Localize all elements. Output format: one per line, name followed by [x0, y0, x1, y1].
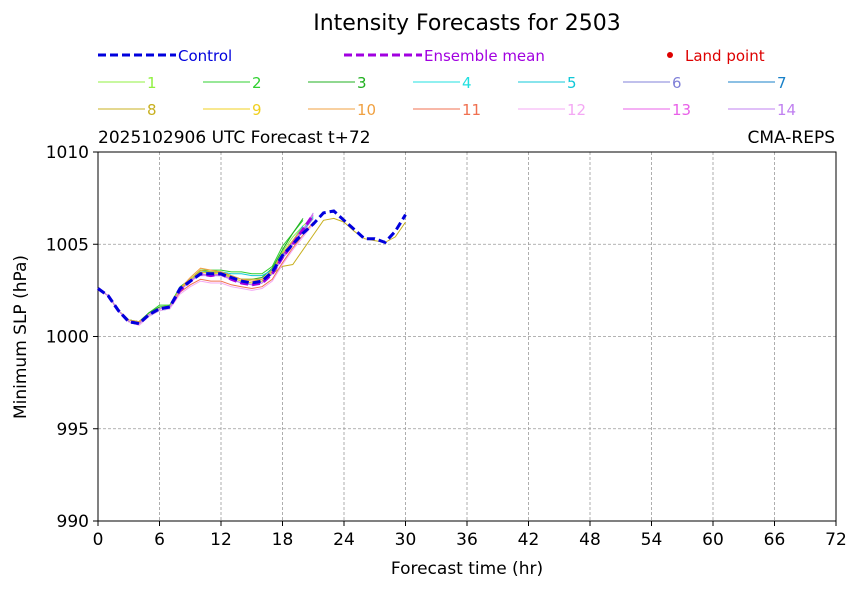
x-tick-label: 42 [518, 530, 540, 550]
x-tick-label: 66 [764, 530, 786, 550]
x-axis-label: Forecast time (hr) [391, 559, 543, 579]
x-tick-label: 30 [395, 530, 417, 550]
x-tick-label: 18 [272, 530, 294, 550]
x-tick-label: 36 [456, 530, 478, 550]
legend-label-member-2: 2 [252, 74, 262, 92]
legend-label-member-11: 11 [462, 101, 481, 119]
y-axis-label: Minimum SLP (hPa) [11, 255, 31, 419]
legend-label-member-1: 1 [147, 74, 157, 92]
legend-label-2: Land point [685, 47, 765, 65]
y-tick-label: 990 [57, 512, 89, 532]
legend-label-member-8: 8 [147, 101, 157, 119]
x-tick-label: 0 [93, 530, 104, 550]
legend-label-member-6: 6 [672, 74, 682, 92]
legend-label-member-10: 10 [357, 101, 376, 119]
x-tick-label: 60 [702, 530, 724, 550]
x-tick-label: 54 [641, 530, 663, 550]
legend-label-1: Ensemble mean [424, 47, 545, 65]
axes: 0 6 12 18 24 30 36 42 48 54 60 66 72 990 995 1000 1005 10… [46, 143, 847, 550]
legend-label-member-7: 7 [777, 74, 787, 92]
legend-label-member-12: 12 [567, 101, 586, 119]
x-tick-label: 72 [825, 530, 847, 550]
legend-marker-land-point [667, 52, 673, 58]
legend-label-member-9: 9 [252, 101, 262, 119]
y-tick-label: 1005 [46, 235, 89, 255]
control-line [97, 209, 407, 326]
legend-label-0: Control [178, 47, 232, 65]
series [97, 209, 407, 326]
y-tick-label: 995 [57, 420, 89, 440]
y-tick-label: 1000 [46, 328, 89, 348]
legend-label-member-5: 5 [567, 74, 577, 92]
x-tick-label: 48 [579, 530, 601, 550]
legend-label-member-13: 13 [672, 101, 691, 119]
legend-label-member-4: 4 [462, 74, 472, 92]
y-tick-label: 1010 [46, 143, 89, 163]
chart-subtitle-right: CMA-REPS [747, 128, 835, 148]
x-tick-label: 6 [154, 530, 165, 550]
chart-subtitle-left: 2025102906 UTC Forecast t+72 [98, 128, 371, 148]
x-tick-label: 12 [210, 530, 232, 550]
grid [98, 152, 836, 521]
legend-label-member-14: 14 [777, 101, 796, 119]
chart-title: Intensity Forecasts for 2503 [313, 11, 621, 36]
legend-label-member-3: 3 [357, 74, 367, 92]
x-tick-label: 24 [333, 530, 355, 550]
